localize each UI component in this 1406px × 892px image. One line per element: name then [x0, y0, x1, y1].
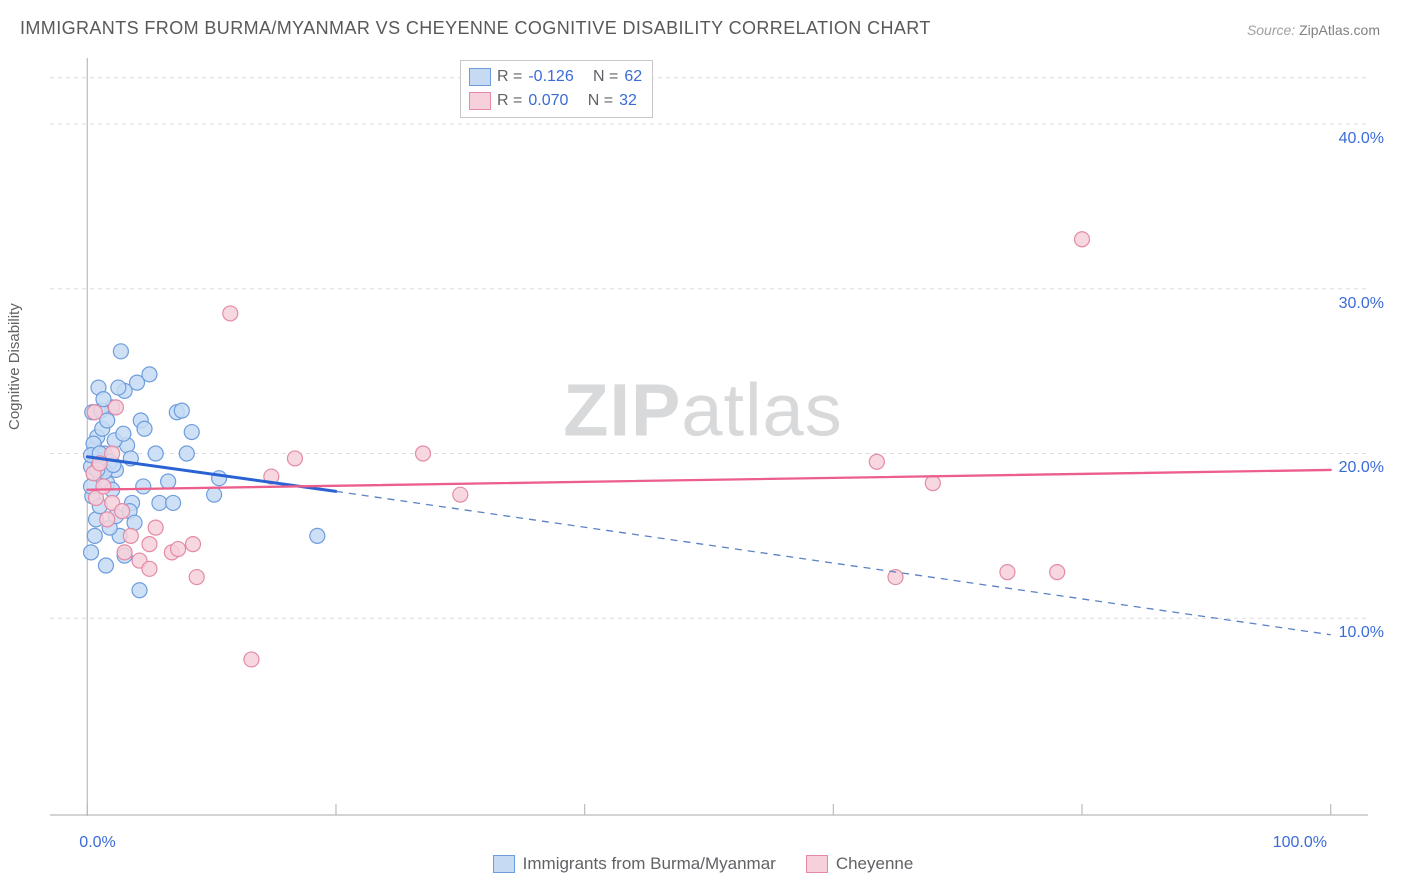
legend-series-label: Cheyenne — [836, 854, 914, 874]
chart-title: IMMIGRANTS FROM BURMA/MYANMAR VS CHEYENN… — [20, 18, 931, 39]
stats-legend: R = -0.126 N = 62R = 0.070 N = 32 — [460, 60, 653, 118]
source-value: ZipAtlas.com — [1299, 22, 1380, 38]
legend-r-label: R = — [497, 92, 522, 110]
legend-n-value: 32 — [619, 92, 637, 110]
legend-n-value: 62 — [624, 68, 642, 86]
legend-swatch — [493, 855, 515, 873]
legend-swatch — [469, 92, 491, 110]
legend-r-value: 0.070 — [528, 92, 568, 110]
x-tick-label: 100.0% — [1273, 834, 1327, 852]
scatter-plot — [50, 58, 1368, 816]
y-axis-label: Cognitive Disability — [6, 303, 23, 430]
legend-swatch — [806, 855, 828, 873]
legend-r-value: -0.126 — [528, 68, 573, 86]
legend-series-label: Immigrants from Burma/Myanmar — [523, 854, 776, 874]
legend-n-label: N = — [574, 92, 613, 110]
source-label: Source: — [1247, 22, 1299, 38]
legend-swatch — [469, 68, 491, 86]
legend-n-label: N = — [580, 68, 619, 86]
legend-item: Immigrants from Burma/Myanmar — [493, 854, 776, 874]
source-attribution: Source: ZipAtlas.com — [1247, 22, 1380, 38]
stats-legend-row: R = 0.070 N = 32 — [469, 89, 642, 113]
y-tick-label: 10.0% — [1339, 624, 1384, 642]
y-tick-label: 20.0% — [1339, 459, 1384, 477]
stats-legend-row: R = -0.126 N = 62 — [469, 65, 642, 89]
x-tick-label: 0.0% — [79, 834, 115, 852]
legend-r-label: R = — [497, 68, 522, 86]
y-tick-label: 40.0% — [1339, 130, 1384, 148]
legend-item: Cheyenne — [806, 854, 914, 874]
y-tick-label: 30.0% — [1339, 295, 1384, 313]
series-legend: Immigrants from Burma/Myanmar Cheyenne — [0, 854, 1406, 874]
